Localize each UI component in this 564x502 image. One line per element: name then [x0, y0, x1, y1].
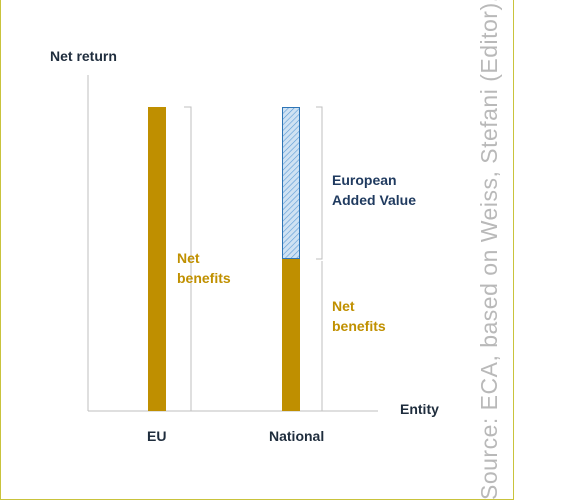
eu-bar: [148, 107, 166, 411]
x-axis-label: Entity: [400, 401, 439, 417]
eu-net-benefits-bracket: [184, 106, 192, 412]
european-added-value-label: European Added Value: [332, 172, 417, 208]
diagram-frame: [0, 0, 514, 500]
national-european-added-value-bar: [282, 107, 300, 259]
national-net-benefits-label: Net benefits: [332, 298, 386, 334]
y-axis-label: Net return: [50, 48, 117, 64]
category-label-eu: EU: [147, 428, 167, 444]
eu-net-benefits-label: Net benefits: [177, 250, 231, 286]
national-net-benefits-bar: [282, 259, 300, 411]
category-label-national: National: [269, 428, 325, 444]
source-caption: Source: ECA, based on Weiss, Stefani (Ed…: [476, 0, 502, 500]
european-added-value-bracket: [316, 106, 323, 260]
